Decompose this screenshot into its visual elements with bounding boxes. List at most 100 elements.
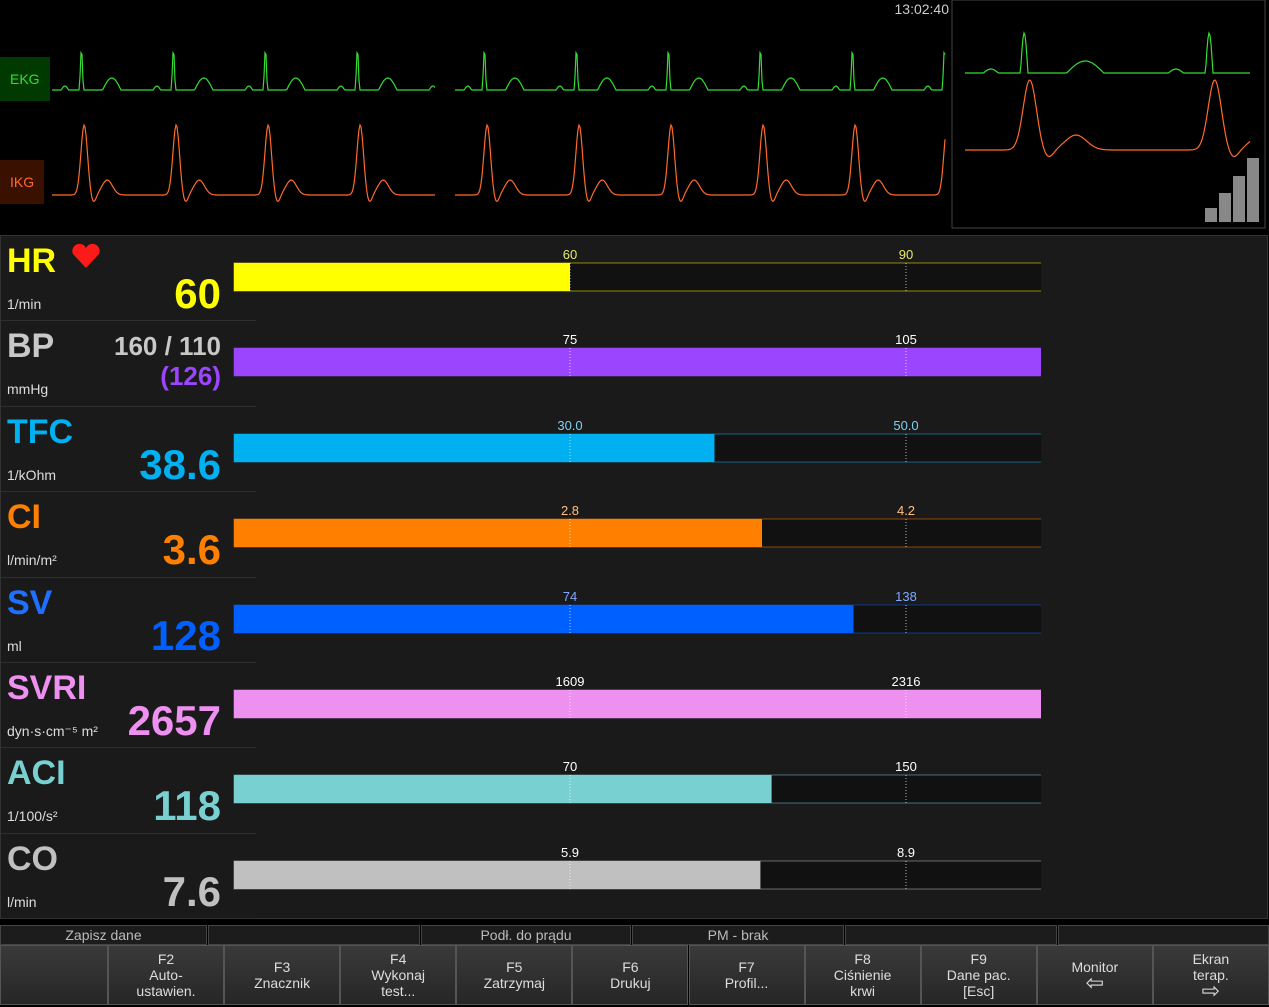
function-key[interactable]: F5 Zatrzymaj [456,945,573,1005]
ref-label: 60 [562,247,578,262]
param-name: BP [7,327,55,366]
key-text: Drukuj [610,975,651,991]
ekg-label-box [0,57,50,101]
key-text: terap. [1192,967,1229,983]
key-text: [Esc] [963,983,995,999]
ref-label: 30.0 [557,417,583,433]
ref-label: 4.2 [896,503,916,519]
label-column [1,407,256,493]
ekg-trace [52,50,436,91]
bar-fill [234,433,715,462]
param-name: TFC [7,412,74,451]
ref-label: 74 [562,588,578,604]
parameter-panel: HR 1/min 60 60 90 BP mmHg 160 / 110 (126) 75 105 TF… [0,235,1268,920]
bar-area [233,604,1041,634]
bar-area [233,689,1041,719]
key-text: Ciśnienie [833,967,892,983]
key-text: Dane pac. [946,967,1011,983]
key-text: Monitor [1071,959,1119,975]
function-key[interactable]: Ekran terap. ⇨ [1152,945,1269,1005]
param-unit: dyn·s·cm⁻⁵ m² [7,723,98,739]
key-text: F9 [970,951,987,967]
label-column [1,748,256,834]
ref-label: 5.9 [560,844,580,860]
label-column [1,492,256,578]
clock: 13:02:40 [895,1,950,17]
ikg-label-box [0,160,44,204]
param-name: SV [7,583,53,622]
key-text: test... [381,983,416,999]
ikg-trace [52,123,435,203]
ikg-trace [455,123,946,203]
param-unit: 1/100/s² [7,808,58,825]
bar-area [233,262,1041,292]
param-value: 2657 [127,697,221,744]
bar-area [233,860,1041,890]
bar-fill [234,519,762,548]
status-cell [1058,925,1269,945]
param-name: SVRI [7,669,87,707]
function-key[interactable]: F9 Dane pac. [Esc] [920,945,1037,1005]
function-key[interactable]: F2 Auto-ustawien. [108,945,224,1005]
key-text: F8 [854,951,871,967]
key-text: F5 [506,959,523,975]
bar-fill [234,348,1041,377]
ref-label: 138 [895,588,917,604]
ref-label: 150 [895,759,917,775]
param-value: 118 [153,782,221,830]
key-text: krwi [850,983,876,999]
empty-key [0,945,108,1005]
ref-label: 75 [562,332,578,348]
status-cell: Zapisz dane [0,925,207,945]
ref-label: 70 [562,759,578,775]
label-column [1,321,256,407]
key-text: ustawien. [136,983,196,999]
bar-fill [234,604,854,633]
label-column [1,578,256,663]
bar-area [233,433,1041,463]
bar-area [233,347,1041,377]
ref-label: 2.8 [560,503,580,519]
label-column [1,834,256,920]
key-text: Auto- [149,967,183,983]
key-text: Ekran [1192,951,1230,967]
status-cell: PM - brak [632,925,844,945]
ekg-label: EKG [10,71,40,87]
param-unit: 1/kOhm [7,466,57,483]
param-unit: l/min [7,893,37,910]
bar-fill [234,775,772,804]
bar-fill [234,263,570,291]
key-text: ⇦ [1085,970,1105,995]
function-key[interactable]: F6 Drukuj [572,945,689,1005]
bar-area [233,774,1041,804]
label-column [1,236,256,322]
label-column [1,663,256,749]
ikg-label: IKG [10,174,34,190]
ref-label: 1609 [555,674,585,689]
heart-icon [72,243,100,268]
param-value: (126) [160,361,221,392]
param-unit: ml [7,637,22,654]
param-value: 38.6 [139,440,221,488]
waveform-area: 13:02:40 EKG IKG [0,0,1266,229]
param-name: HR [7,242,57,280]
bar-fill [234,860,761,889]
inset-panel [951,0,1266,229]
ref-label: 2316 [891,674,921,689]
function-key[interactable]: F4 Wykonaj test... [340,945,457,1005]
ref-label: 105 [895,332,917,348]
param-value: 3.6 [162,526,221,574]
function-key[interactable]: F3 Znacznik [224,945,341,1005]
function-key[interactable]: F7 Profil... [688,945,805,1005]
key-text: Wykonaj [371,967,425,983]
param-name: ACI [7,754,66,793]
function-key[interactable]: Monitor ⇦ [1036,945,1153,1005]
param-unit: mmHg [7,381,49,398]
param-name: CO [7,839,58,878]
key-text: F4 [390,951,407,967]
ref-label: 50.0 [893,417,919,433]
key-text: F3 [273,959,291,975]
param-unit: 1/min [7,296,42,312]
signal-icon [1205,158,1259,222]
function-key[interactable]: F8 Ciśnienie krwi [804,945,921,1005]
